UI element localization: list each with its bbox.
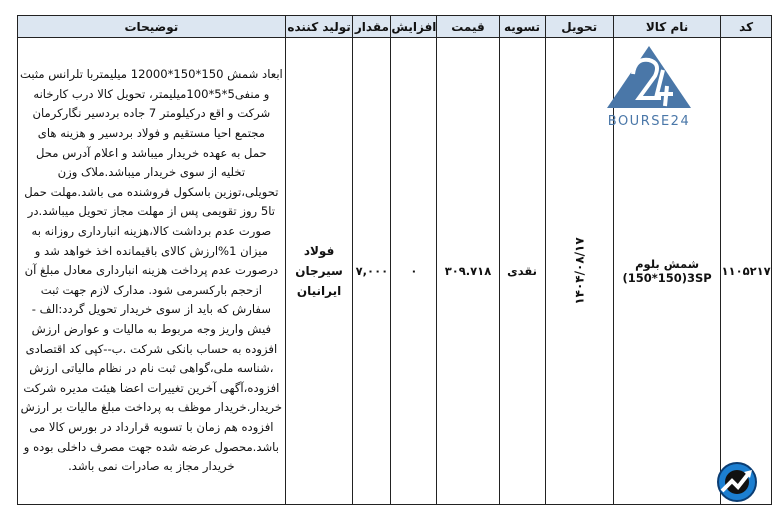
header-producer: تولید کننده (284, 15, 354, 38)
description-line: و منفی5*5*100میلیمتر، تحویل کالا درب کار… (33, 86, 270, 101)
cell-product: شمش بلوم (150*150)3SP (612, 37, 722, 505)
commodity-offer-table: کد نام کالا تحویل تسویه قیمت افزایش مقدا… (17, 15, 772, 505)
cell-delivery: ۱۴۰۴/۰۸/۱۷ (544, 37, 614, 505)
description-line: خریدار.خریدار موظف به پرداخت مبلغ مالیات… (20, 400, 283, 415)
bourse24-logo: BOURSE24 (607, 46, 691, 129)
description-line: افزوده،آگهی آخرین تغییرات اعضا هیئت مدیر… (23, 380, 280, 395)
description-line: تا5 روز تقویمی پس از مهلت مجاز تحویل میب… (27, 204, 275, 219)
description-line: تخلیه از سوی خریدار میباشد.ملاک وزن (57, 165, 246, 180)
header-description: توضیحات (17, 15, 286, 38)
header-increase: افزایش (390, 15, 438, 38)
table-row: ۱۱۰۵۲۱۷ شمش بلوم (150*150)3SP ۱۴۰۴/۰۸/۱۷… (17, 37, 772, 505)
cell-settlement: نقدی (498, 37, 546, 505)
producer-line: سیرجان (295, 264, 343, 278)
product-spec: (150*150)3SP (622, 271, 712, 285)
description-line: شرکت و اقع درکیلومتر 7 جاده بردسیر نگارک… (32, 106, 271, 121)
header-product: نام کالا (612, 15, 722, 38)
cell-code: ۱۱۰۵۲۱۷ (720, 37, 772, 505)
description-line: سفارش که باید از سوی خریدار تحویل گردد:ا… (31, 302, 271, 317)
header-quantity: مقدار (352, 15, 392, 38)
description-line: خریدار مجاز به صادرات نمی باشد. (68, 459, 235, 474)
description-line: صورت عدم برداشت کالا،هزینه انبارداری روز… (31, 224, 272, 239)
description-line: افزوده هم زمان با تسویه قرارداد در بورس … (29, 419, 274, 434)
description-line: تحویلی،توزین باسکول فروشنده می باشد.مهلت… (24, 184, 279, 199)
description-line: حمل به عهده خریدار میباشد و اعلام آدرس م… (36, 145, 267, 160)
trend-chart-icon (717, 462, 757, 502)
cell-increase: ۰ (390, 37, 438, 505)
cell-producer: فولاد سیرجان ایرانیان (284, 37, 354, 505)
description-line: باشد.محصول عرضه شده جهت مصرف داخلی بوده … (23, 439, 279, 454)
description-line: افزوده به حساب بانکی شرکت .ب--کپی کد اقت… (25, 341, 278, 356)
product-name: شمش بلوم (635, 257, 700, 271)
header-price: قیمت (436, 15, 500, 38)
description-line: مجتمع احیا مستقیم و فولاد بردسیر و هزینه… (37, 126, 265, 141)
cell-price: ۳۰۹.۷۱۸ (436, 37, 500, 505)
svg-text:BOURSE24: BOURSE24 (608, 114, 690, 129)
delivery-date: ۱۴۰۴/۰۸/۱۷ (572, 237, 587, 305)
producer-line: فولاد (303, 244, 335, 258)
description-line: درصورت عدم پرداخت هزینه انبارداری معادل … (24, 263, 279, 278)
description-line: ابعاد شمش 150*150*12000 میلیمتربا تلرانس… (19, 67, 283, 82)
description-line: ازحجم بارکسرمی شود. مدارک لازم جهت ثبت (40, 282, 262, 297)
header-delivery: تحویل (544, 15, 614, 38)
description-line: فیش واریز وجه مربوط به مالیات و عوارض ار… (31, 321, 272, 336)
header-settlement: تسویه (498, 15, 546, 38)
cell-description: ابعاد شمش 150*150*12000 میلیمتربا تلرانس… (17, 37, 286, 505)
header-row: کد نام کالا تحویل تسویه قیمت افزایش مقدا… (17, 15, 772, 38)
producer-line: ایرانیان (296, 284, 342, 298)
header-code: کد (720, 15, 772, 38)
description-line: ،شناسه ملی،گواهی ثبت نام در نظام مالیاتی… (29, 361, 274, 376)
description-line: میزان 1%ارزش کالای باقیمانده اخذ خواهد ش… (34, 243, 268, 258)
cell-quantity: ۷,۰۰۰ (352, 37, 392, 505)
